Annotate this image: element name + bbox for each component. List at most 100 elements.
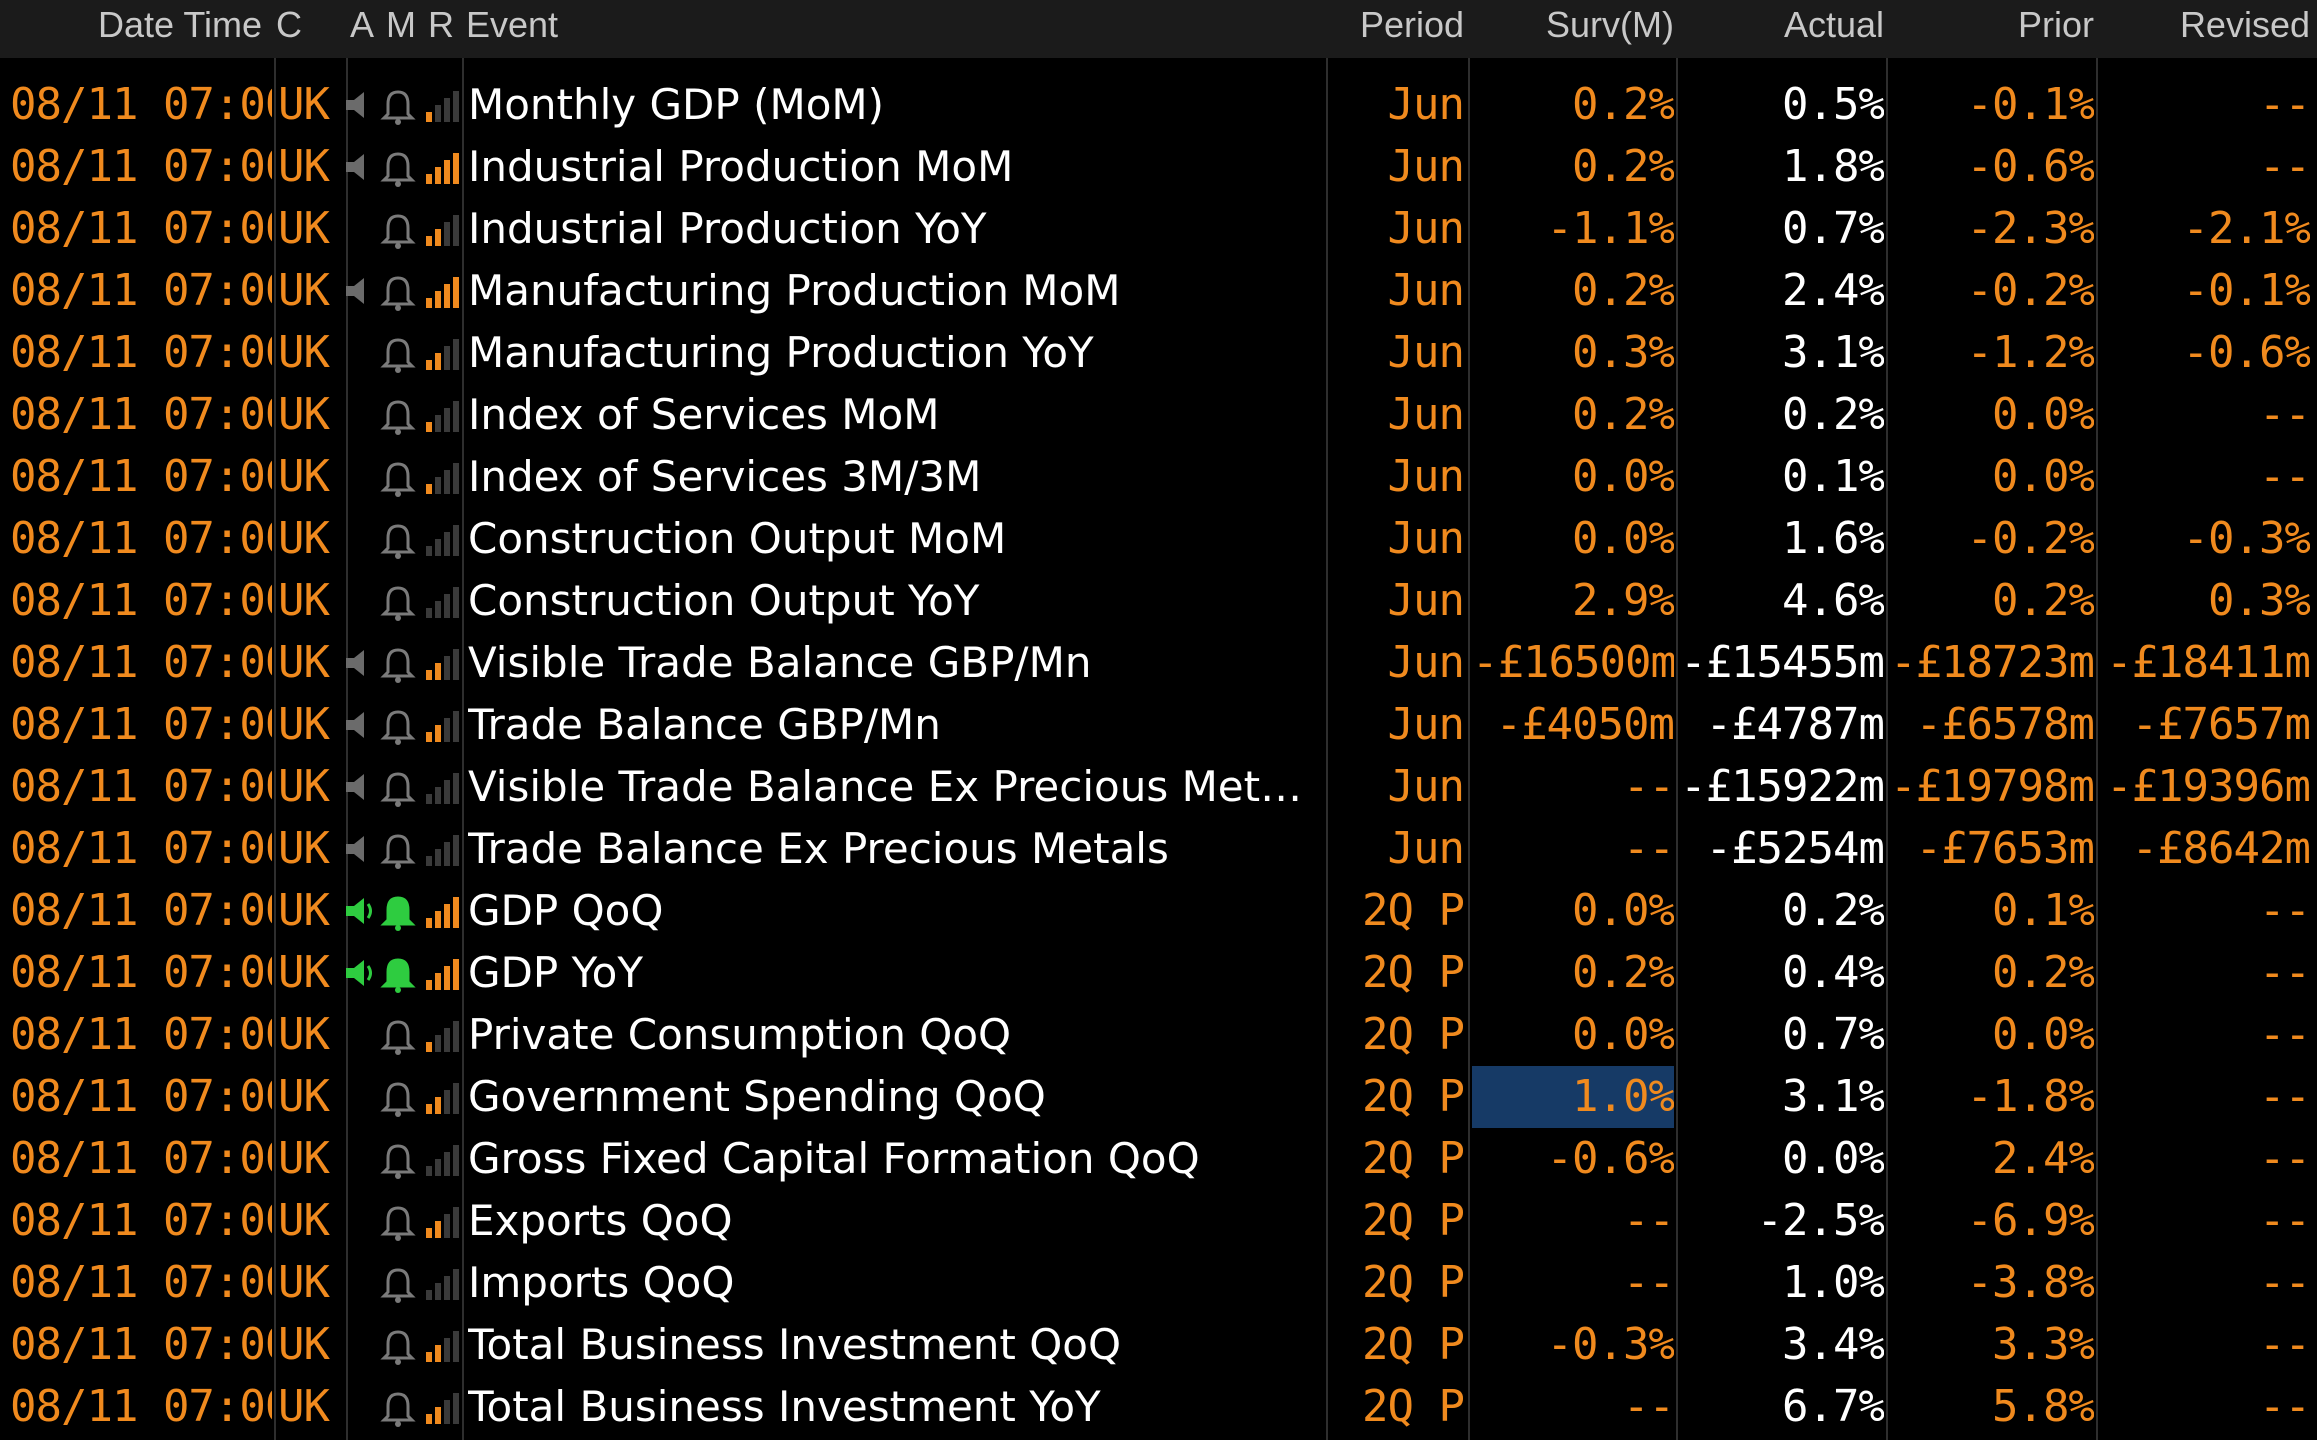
event-name-cell[interactable]: GDP YoY bbox=[468, 948, 643, 997]
bell-icon[interactable] bbox=[378, 890, 418, 932]
header-date-time[interactable]: Date Time bbox=[98, 4, 263, 45]
table-row[interactable]: 08/11 07:00 UK GDP QoQ 2Q P 0.0% 0.2% 0.1% -- bbox=[0, 880, 2317, 942]
bell-icon[interactable] bbox=[378, 766, 418, 808]
event-name-cell[interactable]: Index of Services MoM bbox=[468, 390, 940, 439]
bell-icon[interactable] bbox=[378, 1014, 418, 1056]
actual-cell: 4.6% bbox=[1782, 575, 1884, 626]
relevance-bars-icon bbox=[422, 208, 462, 250]
table-row[interactable]: 08/11 07:00 UK Construction Output YoY Jun… bbox=[0, 570, 2317, 632]
table-row[interactable]: 08/11 07:00 UK Industrial Production MoM J… bbox=[0, 136, 2317, 198]
bell-icon[interactable] bbox=[378, 394, 418, 436]
event-name-cell[interactable]: Index of Services 3M/3M bbox=[468, 452, 982, 501]
event-name-cell[interactable]: Construction Output YoY bbox=[468, 576, 980, 625]
table-row[interactable]: 08/11 07:00 UK Monthly GDP (MoM) Jun 0.2% 0.… bbox=[0, 74, 2317, 136]
event-name-cell[interactable]: Manufacturing Production YoY bbox=[468, 328, 1094, 377]
table-row[interactable]: 08/11 07:00 UK Manufacturing Production Y… bbox=[0, 322, 2317, 384]
bell-icon[interactable] bbox=[378, 208, 418, 250]
date-time-cell: 08/11 07:00 bbox=[10, 451, 272, 502]
bell-icon[interactable] bbox=[378, 84, 418, 126]
bell-icon[interactable] bbox=[378, 642, 418, 684]
table-row[interactable]: 08/11 07:00 UK Trade Balance Ex Precious … bbox=[0, 818, 2317, 880]
bell-icon[interactable] bbox=[378, 1386, 418, 1428]
table-row[interactable]: 08/11 07:00 UK Gross Fixed Capital Format… bbox=[0, 1128, 2317, 1190]
country-cell: UK bbox=[278, 141, 330, 192]
table-row[interactable]: 08/11 07:00 UK GDP YoY 2Q P 0.2% 0.4% 0.2% -- bbox=[0, 942, 2317, 1004]
event-name-cell[interactable]: Visible Trade Balance GBP/Mn bbox=[468, 638, 1092, 687]
survey-cell: -0.6% bbox=[1546, 1133, 1674, 1184]
revised-cell: -- bbox=[2259, 1319, 2310, 1370]
bell-icon[interactable] bbox=[378, 704, 418, 746]
date-time-cell: 08/11 07:00 bbox=[10, 1257, 272, 1308]
bell-icon[interactable] bbox=[378, 1262, 418, 1304]
table-row[interactable]: 08/11 07:00 UK Manufacturing Production M… bbox=[0, 260, 2317, 322]
event-name-cell[interactable]: Construction Output MoM bbox=[468, 514, 1007, 563]
table-row[interactable]: 08/11 07:00 UK Private Consumption QoQ 2Q … bbox=[0, 1004, 2317, 1066]
event-name-cell[interactable]: Government Spending QoQ bbox=[468, 1072, 1046, 1121]
speaker-icon[interactable] bbox=[340, 84, 376, 126]
speaker-icon[interactable] bbox=[340, 766, 376, 808]
table-row[interactable]: 08/11 07:00 UK Total Business Investment … bbox=[0, 1314, 2317, 1376]
table-row[interactable]: 08/11 07:00 UK Index of Services 3M/3M Jun… bbox=[0, 446, 2317, 508]
header-prior[interactable]: Prior bbox=[2017, 4, 2094, 45]
country-cell: UK bbox=[278, 1009, 330, 1060]
bell-icon[interactable] bbox=[378, 332, 418, 374]
event-name-cell[interactable]: Visible Trade Balance Ex Precious Met… bbox=[468, 762, 1303, 811]
event-name-cell[interactable]: Imports QoQ bbox=[468, 1258, 735, 1307]
speaker-icon[interactable] bbox=[340, 952, 376, 994]
bell-icon[interactable] bbox=[378, 580, 418, 622]
table-row[interactable]: 08/11 07:00 UK Visible Trade Balance Ex P… bbox=[0, 756, 2317, 818]
table-row[interactable]: 08/11 07:00 UK Total Business Investment … bbox=[0, 1376, 2317, 1438]
header-market-moving[interactable]: M bbox=[386, 4, 416, 45]
event-name-cell[interactable]: Trade Balance GBP/Mn bbox=[468, 700, 941, 749]
header-country[interactable]: C bbox=[276, 4, 302, 45]
header-event[interactable]: Event bbox=[466, 4, 559, 45]
event-name-cell[interactable]: Private Consumption QoQ bbox=[468, 1010, 1012, 1059]
header-relevance[interactable]: R bbox=[428, 4, 454, 45]
date-time-cell: 08/11 07:00 bbox=[10, 1071, 272, 1122]
survey-cell: -- bbox=[1623, 1195, 1674, 1246]
header-actual[interactable]: Actual bbox=[1783, 4, 1884, 45]
event-name-cell[interactable]: Total Business Investment QoQ bbox=[468, 1320, 1122, 1369]
speaker-icon[interactable] bbox=[340, 828, 376, 870]
event-name-cell[interactable]: Industrial Production MoM bbox=[468, 142, 1014, 191]
table-row[interactable]: 08/11 07:00 UK Exports QoQ 2Q P -- -2.5% -6.9… bbox=[0, 1190, 2317, 1252]
country-cell: UK bbox=[278, 1133, 330, 1184]
bell-icon[interactable] bbox=[378, 270, 418, 312]
speaker-icon[interactable] bbox=[340, 146, 376, 188]
event-name-cell[interactable]: GDP QoQ bbox=[468, 886, 664, 935]
bell-icon[interactable] bbox=[378, 828, 418, 870]
header-alert[interactable]: A bbox=[350, 4, 375, 45]
bell-icon[interactable] bbox=[378, 1138, 418, 1180]
event-name-cell[interactable]: Monthly GDP (MoM) bbox=[468, 80, 885, 129]
revised-cell: -- bbox=[2259, 1133, 2310, 1184]
event-name-cell[interactable]: Industrial Production YoY bbox=[468, 204, 987, 253]
table-row[interactable]: 08/11 07:00 UK Industrial Production YoY J… bbox=[0, 198, 2317, 260]
bell-icon[interactable] bbox=[378, 952, 418, 994]
table-row[interactable]: 08/11 07:00 UK Index of Services MoM Jun 0.… bbox=[0, 384, 2317, 446]
speaker-icon[interactable] bbox=[340, 890, 376, 932]
event-name-cell[interactable]: Exports QoQ bbox=[468, 1196, 733, 1245]
date-time-cell: 08/11 07:00 bbox=[10, 637, 272, 688]
relevance-bars-icon bbox=[422, 332, 462, 374]
header-revised[interactable]: Revised bbox=[2179, 4, 2310, 45]
bell-icon[interactable] bbox=[378, 518, 418, 560]
bell-icon[interactable] bbox=[378, 146, 418, 188]
speaker-icon[interactable] bbox=[340, 642, 376, 684]
table-row[interactable]: 08/11 07:00 UK Imports QoQ 2Q P -- 1.0% -3.8%… bbox=[0, 1252, 2317, 1314]
event-name-cell[interactable]: Trade Balance Ex Precious Metals bbox=[468, 824, 1169, 873]
bell-icon[interactable] bbox=[378, 1200, 418, 1242]
event-name-cell[interactable]: Gross Fixed Capital Formation QoQ bbox=[468, 1134, 1200, 1183]
header-survey[interactable]: Surv(M) bbox=[1546, 4, 1674, 45]
event-name-cell[interactable]: Manufacturing Production MoM bbox=[468, 266, 1121, 315]
table-row[interactable]: 08/11 07:00 UK Visible Trade Balance GBP/… bbox=[0, 632, 2317, 694]
header-period[interactable]: Period bbox=[1359, 4, 1464, 45]
table-row[interactable]: 08/11 07:00 UK Trade Balance GBP/Mn Jun -£4… bbox=[0, 694, 2317, 756]
table-row[interactable]: 08/11 07:00 UK Government Spending QoQ 2Q … bbox=[0, 1066, 2317, 1128]
bell-icon[interactable] bbox=[378, 1076, 418, 1118]
speaker-icon[interactable] bbox=[340, 704, 376, 746]
table-row[interactable]: 08/11 07:00 UK Construction Output MoM Jun… bbox=[0, 508, 2317, 570]
bell-icon[interactable] bbox=[378, 456, 418, 498]
event-name-cell[interactable]: Total Business Investment YoY bbox=[468, 1382, 1101, 1431]
bell-icon[interactable] bbox=[378, 1324, 418, 1366]
speaker-icon[interactable] bbox=[340, 270, 376, 312]
